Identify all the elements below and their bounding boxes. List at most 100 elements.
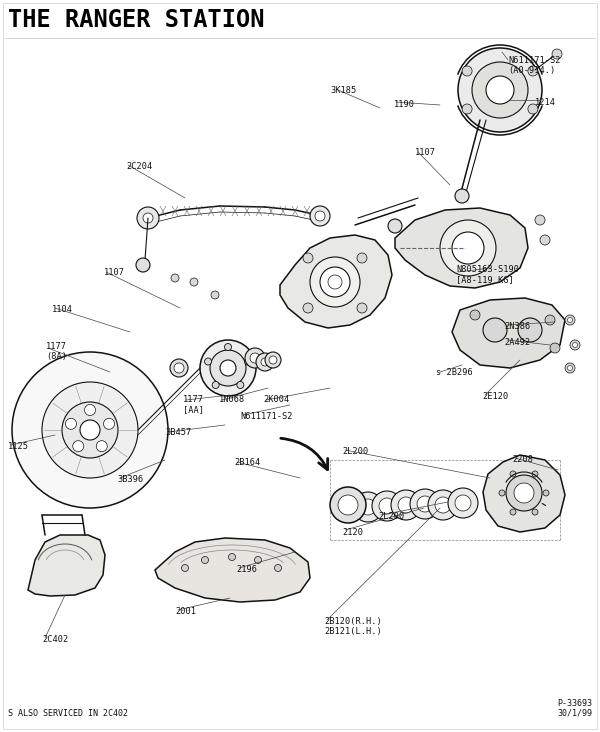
Circle shape	[452, 232, 484, 264]
Circle shape	[73, 441, 84, 452]
Circle shape	[448, 488, 478, 518]
Circle shape	[455, 495, 471, 511]
Circle shape	[80, 420, 100, 440]
Circle shape	[104, 418, 115, 430]
Circle shape	[398, 497, 414, 513]
Circle shape	[417, 496, 433, 512]
Polygon shape	[28, 535, 105, 596]
Circle shape	[310, 206, 330, 226]
Circle shape	[568, 365, 572, 370]
Text: 1177
[AA]: 1177 [AA]	[183, 395, 204, 414]
Text: 3K185: 3K185	[330, 86, 356, 95]
Circle shape	[143, 213, 153, 223]
Circle shape	[190, 278, 198, 286]
Circle shape	[532, 471, 538, 477]
Circle shape	[310, 257, 360, 307]
Circle shape	[470, 310, 480, 320]
Circle shape	[171, 274, 179, 282]
Circle shape	[62, 402, 118, 458]
Circle shape	[315, 211, 325, 221]
Text: 1190: 1190	[394, 100, 415, 109]
Circle shape	[572, 343, 577, 348]
Text: N611171-S2: N611171-S2	[240, 412, 293, 421]
Circle shape	[170, 359, 188, 377]
Text: N805163-S190
[A8-119 KG]: N805163-S190 [A8-119 KG]	[456, 265, 519, 285]
Circle shape	[136, 258, 150, 272]
Circle shape	[212, 381, 219, 389]
Circle shape	[499, 490, 505, 496]
Circle shape	[428, 490, 458, 520]
Circle shape	[391, 490, 421, 520]
Text: 2B164: 2B164	[234, 458, 260, 467]
Circle shape	[472, 62, 528, 118]
Text: 1104: 1104	[52, 305, 73, 314]
Circle shape	[210, 350, 246, 386]
Circle shape	[261, 358, 269, 366]
Circle shape	[486, 76, 514, 104]
Text: N611171-S2
(A0-914.): N611171-S2 (A0-914.)	[508, 56, 560, 75]
Circle shape	[388, 219, 402, 233]
Text: 2L200: 2L200	[342, 447, 368, 456]
Circle shape	[42, 382, 138, 478]
Text: 1125: 1125	[8, 442, 29, 451]
Circle shape	[256, 353, 274, 371]
Text: s 2B296: s 2B296	[436, 368, 473, 377]
Circle shape	[12, 352, 168, 508]
Circle shape	[506, 475, 542, 511]
Text: 1107: 1107	[415, 148, 436, 157]
Circle shape	[540, 235, 550, 245]
Circle shape	[458, 48, 542, 132]
Circle shape	[328, 275, 342, 289]
Circle shape	[372, 491, 402, 521]
Polygon shape	[452, 298, 565, 368]
Circle shape	[182, 564, 188, 572]
Circle shape	[410, 489, 440, 519]
Circle shape	[205, 358, 212, 365]
Circle shape	[85, 405, 95, 416]
Text: 2B120(R.H.)
2B121(L.H.): 2B120(R.H.) 2B121(L.H.)	[324, 617, 382, 636]
Text: 2L200: 2L200	[378, 512, 404, 521]
Circle shape	[535, 215, 545, 225]
Text: 1177
(8A): 1177 (8A)	[46, 342, 67, 362]
Circle shape	[379, 498, 395, 514]
Circle shape	[360, 499, 376, 515]
Text: 3B396: 3B396	[117, 475, 143, 484]
Text: 2208: 2208	[512, 455, 533, 464]
Circle shape	[543, 490, 549, 496]
Circle shape	[65, 418, 76, 430]
Circle shape	[224, 343, 232, 351]
Polygon shape	[155, 538, 310, 602]
Circle shape	[237, 381, 244, 389]
Circle shape	[303, 303, 313, 313]
Circle shape	[330, 487, 366, 523]
Text: 2C402: 2C402	[42, 635, 68, 644]
Text: 2C204: 2C204	[126, 162, 152, 171]
Circle shape	[565, 315, 575, 325]
Polygon shape	[280, 235, 392, 328]
Circle shape	[353, 492, 383, 522]
Circle shape	[545, 315, 555, 325]
Circle shape	[510, 471, 516, 477]
Circle shape	[552, 49, 562, 59]
Circle shape	[528, 66, 538, 76]
Text: P-33693
30/1/99: P-33693 30/1/99	[557, 698, 592, 718]
Circle shape	[338, 495, 358, 515]
Circle shape	[435, 497, 451, 513]
Text: 2A492: 2A492	[504, 338, 530, 347]
Text: 1107: 1107	[104, 268, 125, 277]
Circle shape	[483, 318, 507, 342]
Text: S ALSO SERVICED IN 2C402: S ALSO SERVICED IN 2C402	[8, 709, 128, 718]
Text: 2196: 2196	[236, 565, 257, 574]
Circle shape	[303, 253, 313, 263]
Circle shape	[250, 353, 260, 363]
Circle shape	[570, 340, 580, 350]
Circle shape	[275, 564, 281, 572]
Circle shape	[254, 556, 262, 564]
Circle shape	[265, 352, 281, 368]
Circle shape	[200, 340, 256, 396]
Circle shape	[174, 363, 184, 373]
Circle shape	[440, 220, 496, 276]
Text: 2120: 2120	[342, 528, 363, 537]
Circle shape	[462, 66, 472, 76]
Text: 1214: 1214	[535, 98, 556, 107]
